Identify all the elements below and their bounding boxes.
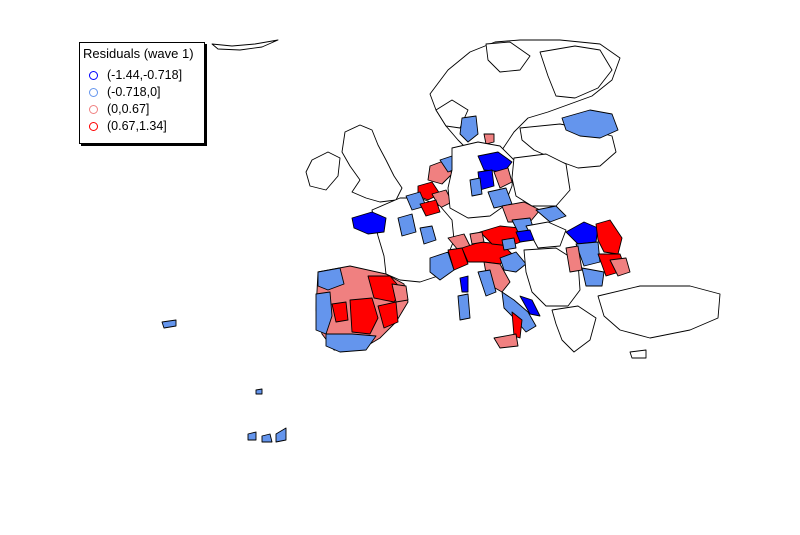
region-spain-northeast [391,283,409,303]
region-canary-b [261,433,273,443]
region-germany-mid-blue [469,177,483,197]
region-balkans [523,247,581,307]
region-cyprus [629,349,647,359]
region-galicia [317,267,345,291]
region-romania-sw [581,267,605,287]
region-finland-east [539,45,613,99]
region-italy-northwest [447,247,469,271]
region-france-central [419,225,437,245]
region-corsica [459,275,469,293]
region-great-britain [341,124,403,203]
legend-label: (0.67,1.34] [107,119,167,133]
region-greece [551,305,597,353]
legend-title: Residuals (wave 1) [83,46,194,61]
region-france-southeast [429,251,455,281]
region-brittany [351,211,387,235]
region-denmark-east [483,133,495,145]
region-croatia [499,251,527,273]
region-spain-west-red [331,301,349,323]
region-hungary [525,221,567,249]
region-sardinia [457,293,471,321]
region-germany-e-light [493,167,513,189]
legend-label: (0,0.67] [107,102,150,116]
legend-label: (-0.718,0] [107,85,161,99]
legend-circle-icon [89,121,98,131]
region-france-west [397,213,417,237]
legend-circle-icon [89,104,98,114]
region-romania-north-blue [565,221,599,245]
region-hungary-blue [515,229,535,243]
legend-circle-icon [89,87,98,97]
region-spain-east-red [377,301,399,329]
region-slovenia [501,237,517,251]
region-portugal [315,291,333,335]
region-germany-ne-blue [477,151,513,173]
region-canary-c [275,427,287,443]
region-poland [511,153,571,207]
map-legend: Residuals (wave 1) (-1.44,-0.718] (-0.71… [79,42,205,144]
region-italy-tuscany [477,269,497,297]
legend-circle-icon [89,70,98,80]
region-turkey [597,285,721,339]
region-czechia [501,201,541,223]
region-sicily [493,333,519,349]
region-andalusia [325,333,377,353]
region-italy-puglia [519,295,541,317]
region-ireland [305,151,341,191]
region-canary-a [247,431,257,441]
region-italy-south [501,291,537,333]
region-spain-central-red [349,297,379,335]
region-romania-northeast [595,219,623,255]
region-baltic-blue [561,109,619,139]
region-france-northeast [419,199,441,217]
region-romania-center [575,241,601,267]
legend-entry: (-1.44,-0.718] [89,67,182,83]
region-austria-west [469,231,485,245]
legend-entry: (-0.718,0] [89,84,161,100]
region-madeira [255,388,263,395]
region-iceland [211,39,279,51]
legend-label: (-1.44,-0.718] [107,68,183,82]
region-romania-far-east [609,257,631,277]
legend-entry: (0.67,1.34] [89,118,167,134]
region-denmark [459,115,479,143]
legend-entry: (0,0.67] [89,101,149,117]
region-azores [161,319,177,329]
region-italy-calabria [511,311,523,339]
region-slovakia [535,205,567,223]
region-north-norway [485,41,531,73]
